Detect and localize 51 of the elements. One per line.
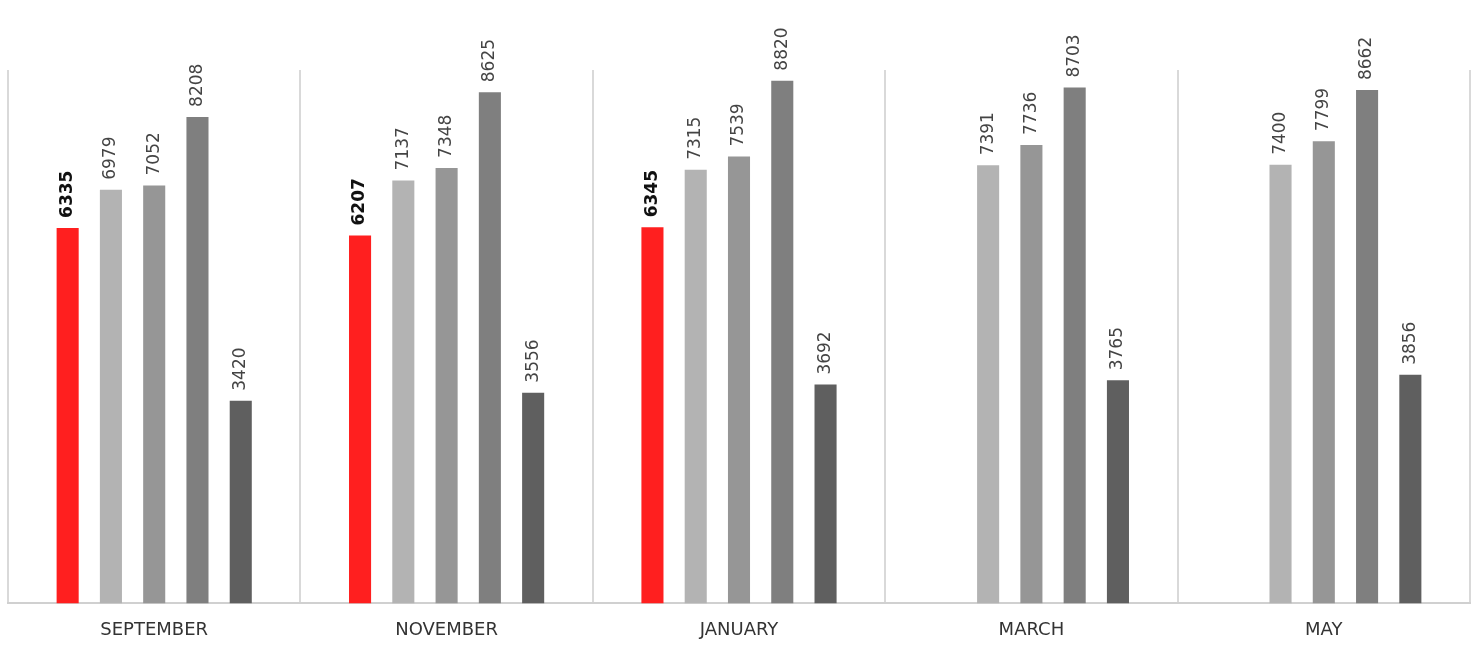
data-label: 8703 [1063,34,1084,78]
bar [1020,144,1043,604]
data-label: 7391 [976,112,997,156]
bar [814,384,837,604]
x-tick-label: NOVEMBER [395,617,498,639]
data-label: 7539 [727,103,748,147]
bar [349,235,372,604]
bar [478,92,501,604]
bar [1312,141,1335,604]
data-label: 8820 [770,27,791,71]
data-label: 6207 [348,178,369,226]
data-label: 7137 [391,127,412,171]
data-label: 6345 [640,170,661,218]
bar [435,167,458,604]
bar [99,189,122,604]
data-label: 8662 [1355,36,1376,81]
data-label: 3856 [1398,321,1419,365]
bar [641,227,664,604]
x-tick-label: SEPTEMBER [100,617,209,639]
bar [522,392,545,604]
data-label: 3556 [521,339,542,383]
data-label: 7348 [435,114,456,158]
data-label: 8625 [478,38,499,83]
data-label: 3765 [1106,327,1127,371]
data-label: 6979 [99,136,120,180]
bar [977,165,1000,604]
bar [392,180,415,604]
data-label: 7315 [684,116,705,160]
data-label: 7052 [142,132,163,176]
bar [1269,164,1292,604]
bar [771,80,794,604]
data-label: 8208 [185,63,206,107]
data-label: 3692 [813,331,834,375]
x-tick-label: JANUARY [698,617,780,639]
bar [1399,374,1422,604]
bar [1106,380,1129,604]
bar [229,400,252,604]
bar [1356,90,1379,604]
x-tick-label: MAY [1305,617,1344,639]
x-tick-label: MARCH [998,617,1065,639]
data-label: 7799 [1312,87,1333,132]
bar [684,169,707,604]
bar [1063,87,1086,604]
data-label: 7736 [1019,91,1040,135]
bar [186,116,209,604]
data-label: 7400 [1268,111,1289,155]
bar [143,185,166,604]
data-label: 6335 [56,170,77,218]
bar [727,156,751,604]
data-label: 3420 [229,347,250,391]
bar [56,227,79,604]
